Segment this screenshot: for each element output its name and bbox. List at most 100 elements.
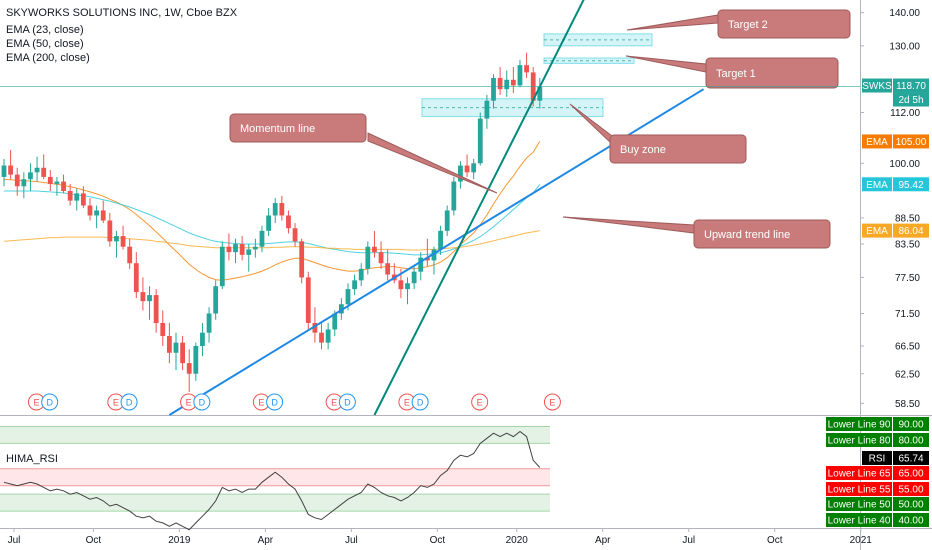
time-tick-label: Jul [8, 535, 21, 546]
price-tick-label: 62.50 [895, 369, 920, 380]
candle-body [411, 271, 417, 284]
candle-body [193, 345, 199, 374]
candle-body [286, 215, 291, 229]
dividend-marker[interactable] [411, 393, 429, 411]
candle-body [160, 323, 166, 336]
rsi-line [3, 430, 541, 531]
dividend-marker[interactable] [120, 393, 138, 411]
time-axis[interactable]: Jul Oct 2019 Apr Jul Oct 2020 Apr Jul Oct 2021 [8, 528, 873, 546]
price-tick-label: 88.50 [895, 213, 920, 224]
candle-body [338, 304, 344, 314]
candle-body [259, 230, 265, 247]
earnings-marker[interactable] [471, 393, 489, 411]
price-tag-value: 118.70 [896, 81, 926, 92]
price-tag-label-bg [862, 134, 892, 149]
candle-body [484, 100, 490, 119]
callout-momentum-line: Momentum line [240, 123, 315, 135]
ema23-line [3, 141, 541, 281]
rsi-tag-value-bg [893, 466, 929, 480]
time-tick-label: Jul [345, 535, 358, 546]
candle-body [173, 342, 179, 353]
dividend-marker[interactable] [41, 393, 59, 411]
candle-body [424, 257, 430, 261]
price-tag-label-bg [862, 78, 892, 93]
price-tick-label: 58.50 [895, 399, 920, 410]
price-tag-label: SWKS [862, 81, 892, 92]
dividend-marker[interactable] [193, 393, 211, 411]
rsi-tag-label-bg [862, 451, 892, 465]
price-tick-label: 71.50 [895, 309, 920, 320]
rsi-band [0, 426, 550, 444]
candle-body [266, 215, 271, 231]
candle-body [67, 190, 73, 201]
marker-label: D [46, 398, 53, 408]
candle-body [458, 165, 463, 182]
callout-box[interactable] [229, 113, 367, 143]
marker-label: E [258, 398, 264, 408]
candle-body [34, 167, 40, 173]
callout-box[interactable] [693, 219, 831, 249]
candle-body [272, 203, 278, 216]
candle-body [206, 313, 212, 333]
candle-body [186, 363, 192, 374]
candle-body [100, 210, 106, 221]
price-tag-label-bg [862, 177, 892, 192]
rsi-tag-value: 65.00 [898, 469, 923, 480]
candle-body [385, 263, 391, 275]
candle-body [510, 79, 516, 86]
candle-body [477, 118, 483, 164]
marker-label: D [344, 398, 351, 408]
dividend-marker[interactable] [338, 393, 356, 411]
time-tick-label: 2020 [506, 535, 529, 546]
candle-body [246, 249, 252, 255]
rsi-tag-label: Lower Line 80 [828, 436, 891, 447]
rsi-tag-label: Lower Line 90 [828, 420, 891, 431]
callout-upward-trend-line: Upward trend line [704, 229, 790, 241]
rsi-tag-label: Lower Line 50 [828, 500, 891, 511]
candle-body [365, 246, 371, 269]
price-tag-value: 95.42 [898, 180, 923, 191]
candle-body [41, 167, 47, 177]
price-tick-label: 66.50 [895, 341, 920, 352]
price-axis[interactable]: 140.00 130.00 112.00 100.00 88.50 83.50 77.50 7… [860, 8, 920, 410]
rsi-tag-value-bg [893, 451, 929, 465]
candle-body [233, 244, 238, 253]
candle-body [504, 79, 510, 90]
price-tick-label: 83.50 [895, 240, 920, 251]
candle-body [14, 174, 20, 187]
callout-box[interactable] [717, 9, 851, 39]
candle-body [120, 236, 126, 247]
marker-label: E [33, 398, 39, 408]
callout-target-2: Target 2 [728, 19, 768, 31]
candle-body [114, 236, 119, 242]
rsi-tag-label-bg [826, 433, 892, 447]
candle-body [219, 246, 225, 287]
rsi-tag-label-bg [826, 466, 892, 480]
price-tick-label: 77.50 [895, 273, 920, 284]
time-tick-label: Oct [430, 535, 446, 546]
momentum-line[interactable] [373, 0, 592, 416]
candle-body [239, 244, 245, 255]
callout-box[interactable] [609, 134, 747, 164]
marker-label: E [477, 398, 483, 408]
price-tag-value: 86.04 [898, 226, 923, 237]
dividend-marker[interactable] [266, 393, 284, 411]
rsi-tag-value-bg [893, 417, 929, 431]
price-tag-value-bg [893, 78, 929, 93]
annotations[interactable]: Target 2 Target 1 Momentum line Buy zone Upw… [229, 9, 851, 249]
candle-body [153, 295, 159, 324]
price-tags: SWKS 118.70 2d 5h EMA 105.00 EMA 95.42 EMA 86.04 [0, 78, 929, 238]
callout-box[interactable] [705, 57, 839, 89]
candle-body [127, 246, 133, 264]
candle-body [332, 313, 338, 330]
price-tick-label: 112.00 [890, 108, 920, 119]
earnings-marker[interactable] [543, 393, 561, 411]
candle-body [252, 246, 258, 250]
price-tick-label: 100.00 [889, 159, 920, 170]
candle-body [279, 203, 285, 216]
candle-body [213, 286, 219, 314]
candle-body [8, 165, 14, 175]
